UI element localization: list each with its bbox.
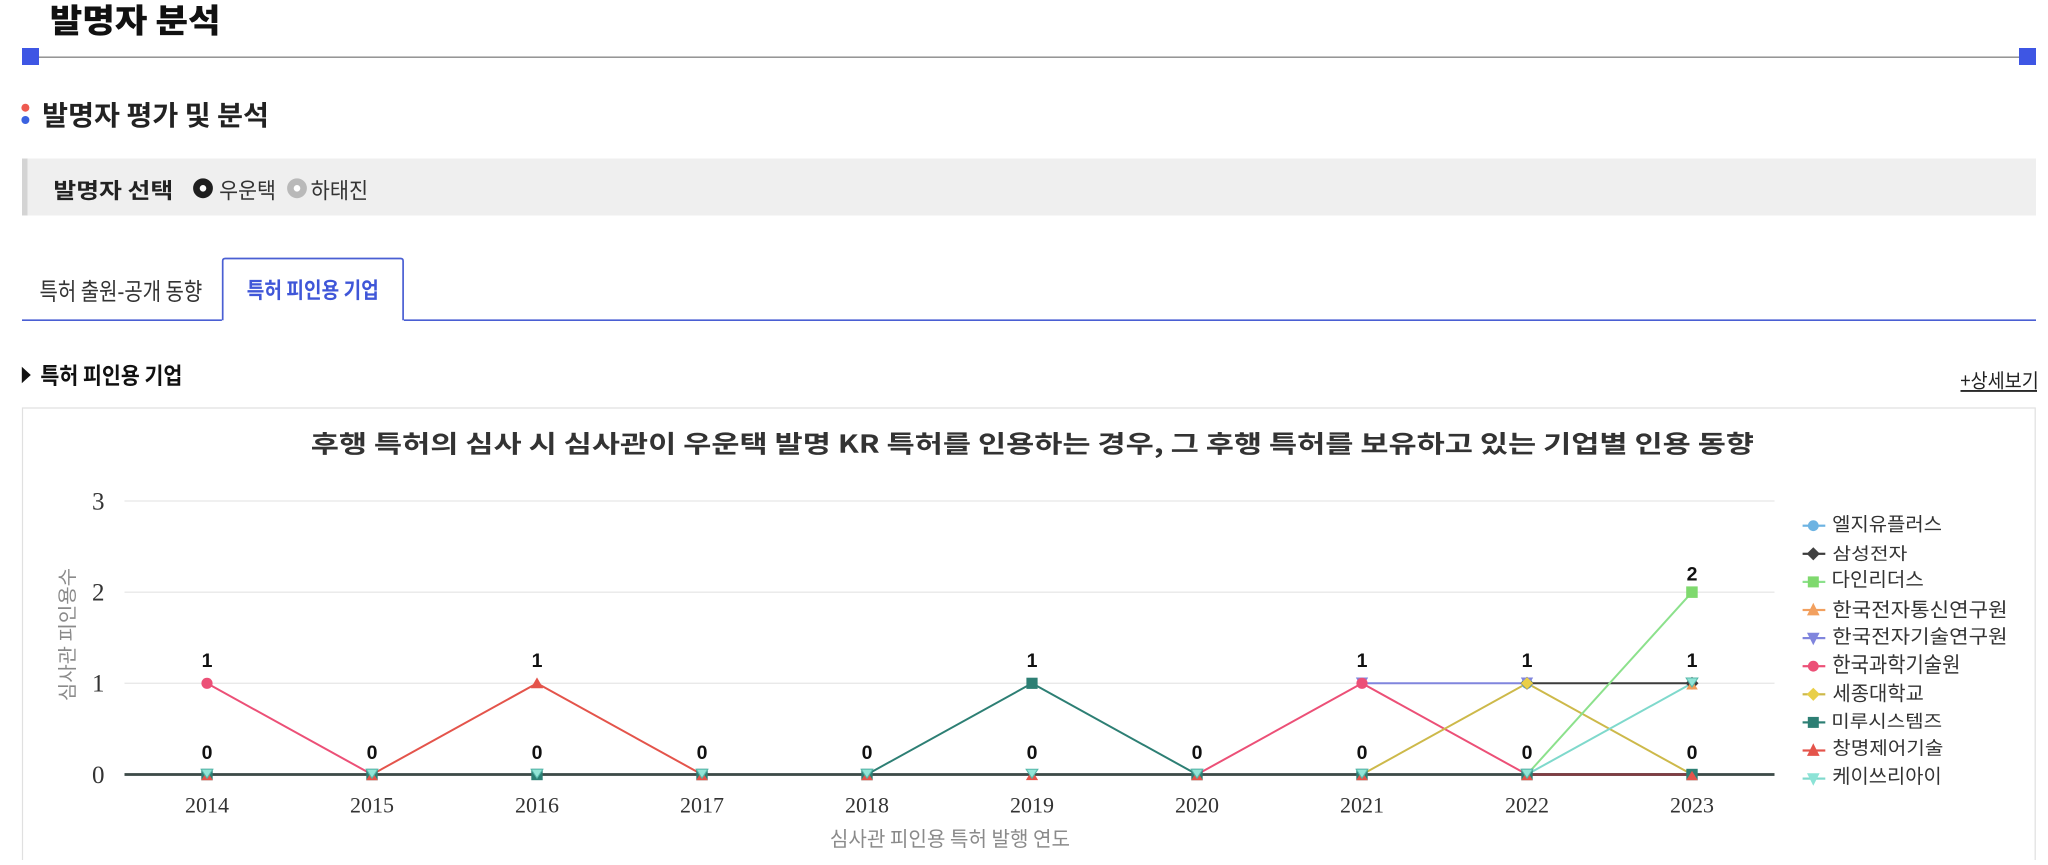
svg-text:0: 0 (92, 762, 105, 789)
svg-text:0: 0 (532, 742, 543, 764)
svg-text:0: 0 (1687, 742, 1698, 764)
svg-text:1: 1 (532, 650, 543, 672)
svg-text:2022: 2022 (1505, 793, 1549, 818)
svg-text:1: 1 (1687, 650, 1698, 672)
svg-text:0: 0 (202, 742, 213, 764)
svg-text:1: 1 (92, 671, 105, 698)
svg-text:2021: 2021 (1340, 793, 1384, 818)
svg-text:1: 1 (1522, 650, 1533, 672)
svg-text:2023: 2023 (1670, 793, 1714, 818)
svg-text:2: 2 (1687, 564, 1698, 586)
svg-text:2: 2 (92, 580, 105, 607)
svg-text:0: 0 (1522, 742, 1533, 764)
svg-text:0: 0 (1357, 742, 1368, 764)
svg-text:1: 1 (1357, 650, 1368, 672)
svg-text:0: 0 (1192, 742, 1203, 764)
svg-text:0: 0 (1027, 742, 1038, 764)
svg-text:2015: 2015 (350, 793, 394, 818)
svg-text:0: 0 (862, 742, 873, 764)
svg-text:1: 1 (202, 650, 213, 672)
svg-text:2020: 2020 (1175, 793, 1219, 818)
svg-text:0: 0 (697, 742, 708, 764)
svg-text:2018: 2018 (845, 793, 889, 818)
svg-text:0: 0 (367, 742, 378, 764)
svg-text:2016: 2016 (515, 793, 559, 818)
svg-text:3: 3 (92, 488, 105, 515)
svg-text:2017: 2017 (680, 793, 724, 818)
svg-text:2019: 2019 (1010, 793, 1054, 818)
svg-text:2014: 2014 (185, 793, 229, 818)
svg-text:1: 1 (1027, 650, 1038, 672)
